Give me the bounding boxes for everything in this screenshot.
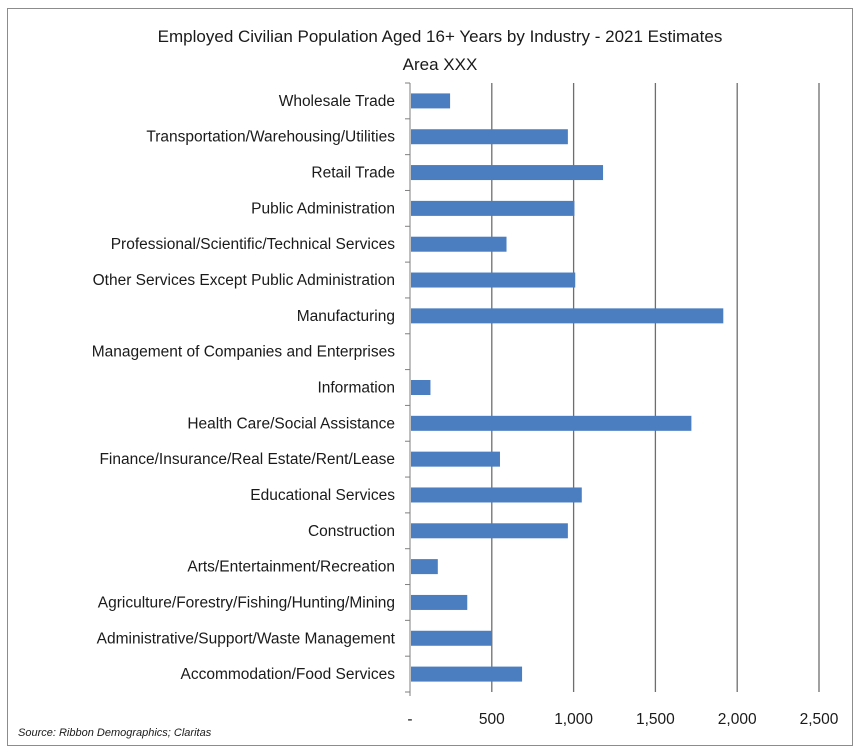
bars xyxy=(411,93,724,682)
category-label: Transportation/Warehousing/Utilities xyxy=(146,129,395,146)
bar xyxy=(411,559,438,575)
gridlines xyxy=(405,82,820,696)
bar xyxy=(411,129,568,145)
bar-chart: Employed Civilian Population Aged 16+ Ye… xyxy=(18,27,839,739)
bar xyxy=(411,666,523,682)
bar xyxy=(411,236,507,252)
x-tick-label: - xyxy=(407,711,412,728)
chart-frame: Employed Civilian Population Aged 16+ Ye… xyxy=(7,8,853,746)
category-label: Retail Trade xyxy=(311,165,395,182)
category-label: Other Services Except Public Administrat… xyxy=(93,272,395,289)
chart-title: Employed Civilian Population Aged 16+ Ye… xyxy=(158,27,723,46)
category-label: Arts/Entertainment/Recreation xyxy=(187,559,395,576)
x-tick-label: 1,500 xyxy=(636,711,675,728)
x-tick-label: 2,500 xyxy=(800,711,839,728)
category-label: Professional/Scientific/Technical Servic… xyxy=(111,236,396,253)
category-label: Health Care/Social Assistance xyxy=(187,415,395,432)
bar xyxy=(411,308,724,324)
chart-subtitle: Area XXX xyxy=(403,55,478,74)
category-label: Educational Services xyxy=(250,487,395,504)
category-label: Management of Companies and Enterprises xyxy=(92,344,396,361)
bar xyxy=(411,200,575,216)
source-note: Source: Ribbon Demographics; Claritas xyxy=(18,727,212,739)
bar xyxy=(411,415,692,431)
bar xyxy=(411,272,576,288)
x-tick-label: 1,000 xyxy=(554,711,593,728)
category-label: Finance/Insurance/Real Estate/Rent/Lease xyxy=(99,451,395,468)
category-label: Accommodation/Food Services xyxy=(180,666,395,683)
bar xyxy=(411,451,500,467)
category-label: Public Administration xyxy=(251,200,395,217)
bar xyxy=(411,630,492,646)
bar xyxy=(411,380,431,395)
category-label: Agriculture/Forestry/Fishing/Hunting/Min… xyxy=(98,594,395,611)
x-axis-ticks: - 500 1,000 1,500 2,000 2,500 xyxy=(407,711,838,728)
category-label: Wholesale Trade xyxy=(279,93,395,110)
category-label: Information xyxy=(317,380,395,397)
category-labels: Wholesale Trade Transportation/Warehousin… xyxy=(92,93,396,683)
category-label: Manufacturing xyxy=(297,308,395,325)
x-tick-label: 2,000 xyxy=(718,711,757,728)
bar xyxy=(411,487,582,503)
bar xyxy=(411,93,451,109)
x-tick-label: 500 xyxy=(479,711,505,728)
bar xyxy=(411,594,468,610)
bar xyxy=(411,523,568,539)
category-label: Construction xyxy=(308,523,395,540)
category-label: Administrative/Support/Waste Management xyxy=(97,630,396,647)
bar xyxy=(411,165,604,181)
